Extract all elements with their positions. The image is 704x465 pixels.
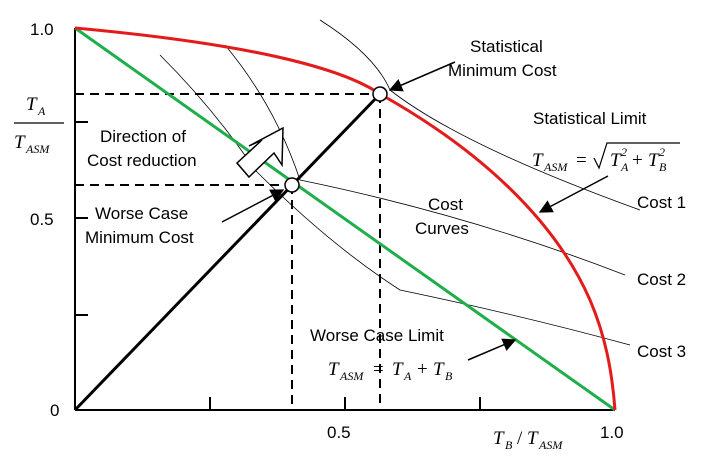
- svg-text:B: B: [505, 438, 513, 452]
- statistical-min-point: [372, 86, 388, 102]
- statistical-limit-curve: [74, 26, 617, 411]
- svg-text:ASM: ASM: [25, 142, 50, 156]
- svg-text:T: T: [392, 359, 404, 380]
- arrow-statistical-limit: [538, 175, 609, 213]
- direction-label-l1: Direction of: [100, 127, 186, 146]
- y-axis-label: T A T ASM: [14, 94, 64, 156]
- direction-label-l2: Cost reduction: [87, 151, 197, 170]
- svg-text:/: /: [517, 428, 523, 449]
- arrow-worse-limit: [467, 338, 517, 361]
- y-tick-label-mid: 0.5: [30, 210, 54, 229]
- direction-arrow: [235, 126, 284, 179]
- svg-text:T: T: [648, 150, 660, 171]
- svg-text:T: T: [14, 132, 26, 153]
- statistical-limit-formula: T ASM = T A 2 + T B 2: [532, 142, 680, 174]
- cost-curves-label-l2: Curves: [415, 219, 469, 238]
- worse-case-limit-line: [74, 26, 616, 412]
- y-tick-label-top: 1.0: [30, 20, 54, 39]
- cost-curve-1: [319, 19, 641, 211]
- arrow-statistical-min: [388, 61, 456, 92]
- cost3-label: Cost 3: [637, 342, 686, 361]
- svg-text:ASM: ASM: [339, 369, 364, 383]
- cost-curves-label-l1: Cost: [428, 195, 463, 214]
- cost-curve-3: [159, 54, 631, 346]
- svg-text:+: +: [417, 359, 428, 380]
- svg-text:T: T: [532, 150, 544, 171]
- cost2-label: Cost 2: [637, 270, 686, 289]
- svg-text:B: B: [445, 369, 453, 383]
- svg-text:B: B: [659, 160, 667, 174]
- svg-text:A: A: [403, 369, 412, 383]
- svg-text:T: T: [493, 428, 505, 449]
- svg-text:T: T: [527, 428, 539, 449]
- statistical-min-cost-label-l2: Minimum Cost: [448, 61, 557, 80]
- svg-text:ASM: ASM: [543, 160, 568, 174]
- cost1-label: Cost 1: [637, 193, 686, 212]
- svg-text:2: 2: [621, 145, 627, 159]
- svg-text:T: T: [433, 359, 445, 380]
- statistical-limit-label: Statistical Limit: [533, 109, 647, 128]
- svg-text:+: +: [632, 150, 643, 171]
- worse-min-cost-label-l2: Minimum Cost: [85, 228, 194, 247]
- statistical-min-cost-label-l1: Statistical: [470, 37, 543, 56]
- svg-text:A: A: [620, 160, 629, 174]
- worse-case-limit-label: Worse Case Limit: [310, 326, 444, 345]
- x-axis-label: T B / T ASM: [493, 428, 563, 452]
- svg-text:T: T: [610, 150, 622, 171]
- worse-case-limit-formula: T ASM = T A + T B: [328, 359, 453, 383]
- svg-text:2: 2: [659, 145, 665, 159]
- svg-text:=: =: [576, 150, 587, 171]
- x-tick-label-mid: 0.5: [327, 423, 351, 442]
- svg-text:ASM: ASM: [538, 438, 563, 452]
- svg-text:T: T: [26, 94, 38, 115]
- svg-text:A: A: [37, 104, 46, 118]
- arrow-worse-min: [221, 189, 285, 223]
- worse-min-cost-label-l1: Worse Case: [95, 204, 188, 223]
- origin-label: 0: [50, 401, 59, 420]
- x-tick-label-right: 1.0: [600, 423, 624, 442]
- svg-text:=: =: [373, 359, 384, 380]
- svg-text:T: T: [328, 359, 340, 380]
- cost-ray: [73, 92, 382, 412]
- worse-min-point: [284, 177, 300, 193]
